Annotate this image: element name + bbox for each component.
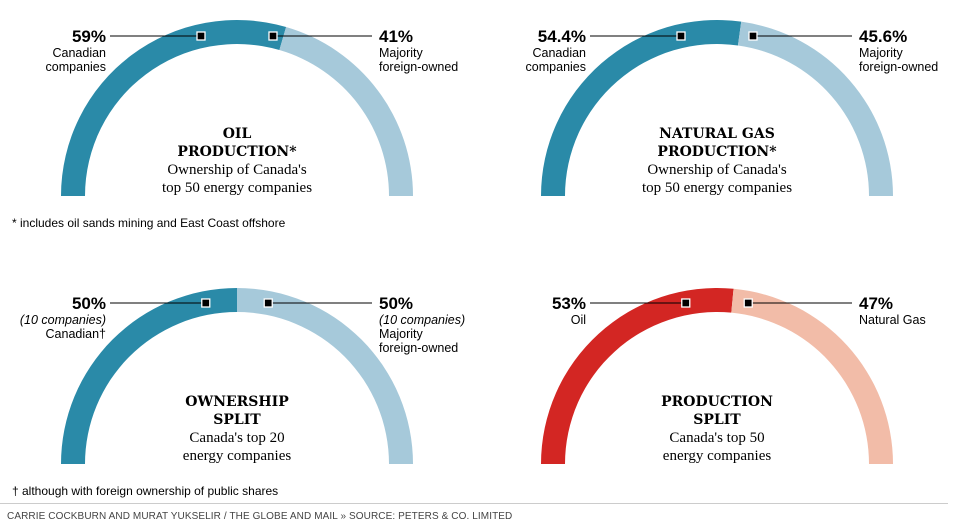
slice-label-left: Canadian	[532, 46, 586, 60]
gauge-subtitle: Canada's top 50	[669, 430, 764, 446]
marker-right	[748, 31, 758, 41]
value-label-right: 45.6%	[859, 27, 907, 46]
value-label-right: 41%	[379, 27, 413, 46]
gauge-title: PRODUCTION*	[177, 144, 297, 160]
value-label-right: 50%	[379, 294, 413, 313]
slice-label-right: Majority	[379, 327, 424, 341]
marker-left	[676, 31, 686, 41]
slice-label-left: (10 companies)	[20, 313, 106, 327]
gauge-subtitle: Ownership of Canada's	[167, 162, 306, 178]
slice-label-right: Majority	[379, 46, 424, 60]
gauge-slice-left	[541, 287, 734, 464]
marker-right	[743, 298, 753, 308]
gauge-title: OWNERSHIP	[185, 394, 289, 410]
value-label-left: 50%	[72, 294, 106, 313]
slice-label-right: foreign-owned	[379, 60, 458, 74]
slice-label-left: Oil	[571, 313, 586, 327]
slice-label-right: Majority	[859, 46, 904, 60]
slice-label-left: companies	[526, 60, 586, 74]
gauge-title: OIL	[223, 126, 252, 142]
gauge-slice-left	[61, 19, 287, 197]
footnote-foreign-ownership: † although with foreign ownership of pub…	[12, 484, 279, 498]
marker-right	[263, 298, 273, 308]
value-label-left: 53%	[552, 294, 586, 313]
slice-label-right: Natural Gas	[859, 313, 926, 327]
gauge-title: PRODUCTION*	[657, 144, 777, 160]
gauge-subtitle: energy companies	[663, 448, 772, 464]
slice-label-left: Canadian	[52, 46, 106, 60]
marker-left	[201, 298, 211, 308]
gauge-slice-right	[237, 288, 413, 464]
value-label-left: 54.4%	[538, 27, 586, 46]
gauge-slice-left	[61, 288, 237, 464]
gauge-subtitle: energy companies	[183, 448, 292, 464]
gauge-title: PRODUCTION	[661, 394, 773, 410]
slice-label-right: foreign-owned	[859, 60, 938, 74]
slice-label-left: Canadian†	[46, 327, 107, 341]
footnote-oil-sands: * includes oil sands mining and East Coa…	[12, 216, 286, 230]
credit-line: CARRIE COCKBURN AND MURAT YUKSELIR / THE…	[7, 511, 513, 522]
gauge-subtitle: Ownership of Canada's	[647, 162, 786, 178]
gauge-subtitle: top 50 energy companies	[642, 180, 792, 196]
slice-label-right: (10 companies)	[379, 313, 465, 327]
marker-right	[268, 31, 278, 41]
slice-label-right: foreign-owned	[379, 341, 458, 355]
value-label-right: 47%	[859, 294, 893, 313]
divider	[0, 503, 948, 504]
marker-left	[681, 298, 691, 308]
gauge-subtitle: top 50 energy companies	[162, 180, 312, 196]
marker-left	[196, 31, 206, 41]
gauge-subtitle: Canada's top 20	[189, 430, 284, 446]
gauge-slice-left	[541, 20, 742, 196]
gauge-title: NATURAL GAS	[659, 126, 775, 142]
value-label-left: 59%	[72, 27, 106, 46]
gauge-slice-right	[279, 26, 413, 196]
slice-label-left: companies	[46, 60, 106, 74]
gauge-title: SPLIT	[693, 412, 741, 428]
gauge-title: SPLIT	[213, 412, 261, 428]
